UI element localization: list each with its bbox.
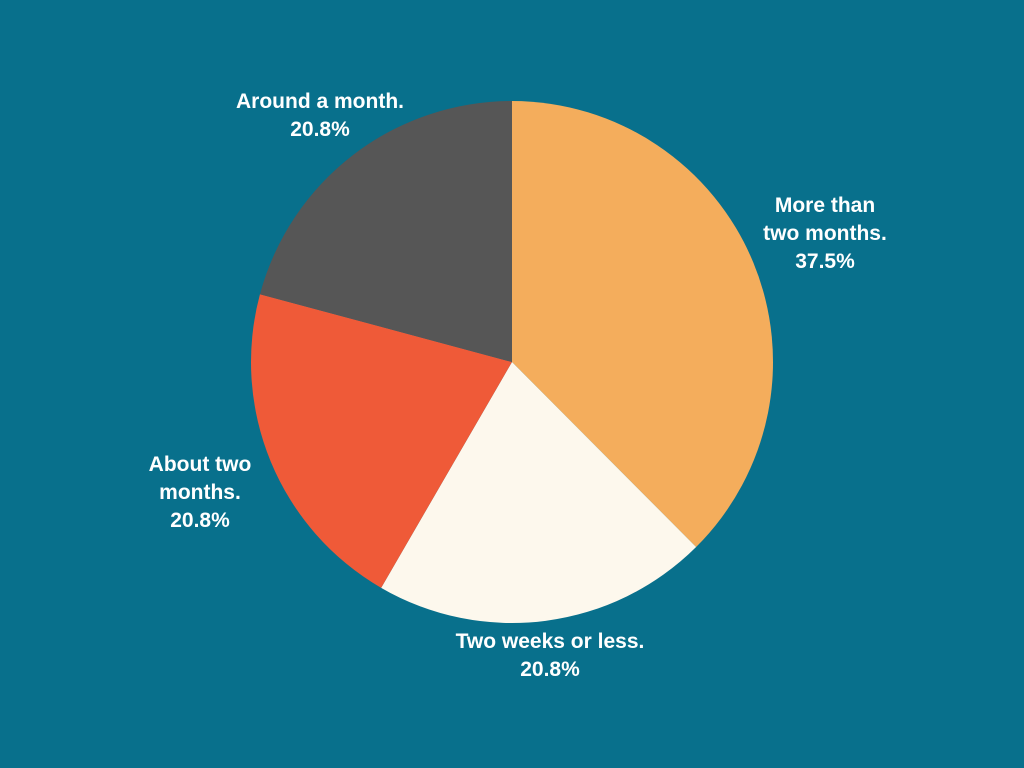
slice-label-more-than-two-months: More than two months. 37.5%: [745, 192, 905, 276]
slice-label-line: Two weeks or less.: [455, 630, 645, 653]
slice-more-than-two-months: [512, 101, 773, 547]
slice-label-line: Around a month.: [236, 90, 404, 113]
slice-label-around-a-month: Around a month. 20.8%: [200, 88, 440, 144]
slice-two-weeks-or-less: [381, 362, 697, 623]
slice-value: 20.8%: [520, 658, 580, 681]
slice-label-line: About two: [148, 453, 252, 476]
slice-label-line: More than: [774, 194, 876, 217]
slice-label-line: months.: [159, 481, 241, 504]
slice-value: 37.5%: [795, 250, 855, 273]
slice-label-about-two-months: About two months. 20.8%: [110, 451, 290, 535]
slice-around-a-month: [259, 101, 512, 362]
slice-label-two-weeks-or-less: Two weeks or less. 20.8%: [420, 628, 680, 684]
slice-about-two-months: [250, 294, 513, 588]
slice-value: 20.8%: [170, 509, 230, 532]
slice-label-line: two months.: [763, 222, 887, 245]
slice-value: 20.8%: [290, 118, 350, 141]
